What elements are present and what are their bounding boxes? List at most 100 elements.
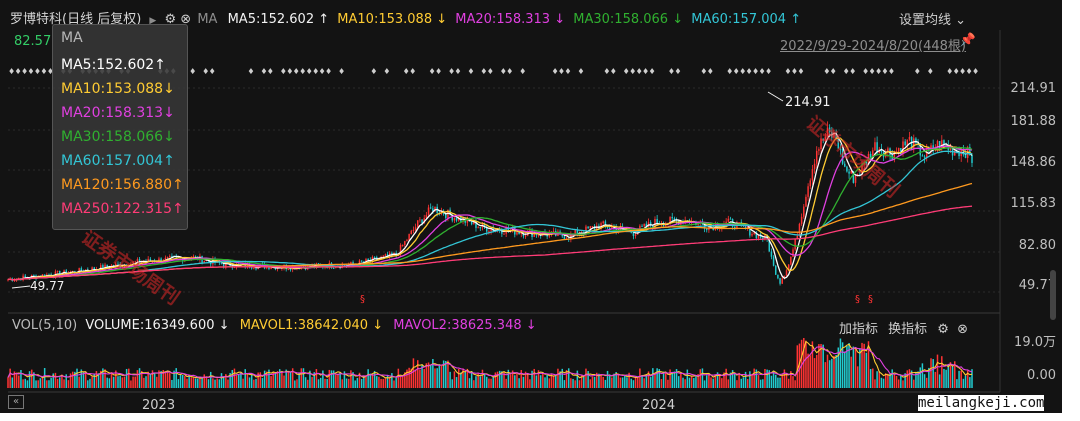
candle-body: [869, 153, 872, 159]
ma10-line: [7, 137, 973, 281]
candle-body: [352, 262, 354, 265]
volume-bar: [259, 372, 262, 388]
close-icon[interactable]: ⊗: [180, 12, 192, 27]
event-marker: ♦: [862, 67, 869, 76]
volume-bar: [841, 342, 844, 388]
volume-bar: [447, 360, 449, 388]
candle-body: [533, 232, 535, 237]
volume-bar: [205, 376, 208, 388]
popup-ma-row: MA120:156.880↑: [61, 177, 184, 193]
vertical-scrollbar[interactable]: [1050, 270, 1056, 320]
candle-body: [953, 150, 956, 156]
candle-body: [93, 267, 96, 270]
volume-bar: [421, 365, 423, 388]
volume-bar: [74, 371, 76, 388]
volume-bar: [496, 371, 499, 388]
volume-bar: [227, 379, 229, 388]
candle-body: [902, 141, 904, 155]
volume-bar: [641, 374, 643, 388]
date-range[interactable]: 2022/9/29-2024/8/20(448根): [780, 39, 966, 54]
event-marker: ♦: [674, 67, 681, 76]
candle-body: [803, 206, 805, 217]
volume-bar: [69, 373, 72, 388]
candle-body: [421, 219, 423, 224]
volume-bar: [516, 373, 518, 388]
candle-body: [880, 149, 883, 152]
close-icon[interactable]: ⊗: [957, 322, 968, 337]
event-marker: ♦: [40, 67, 47, 76]
candle-body: [386, 254, 389, 257]
gear-icon[interactable]: ⚙: [937, 322, 949, 337]
volume-bar: [798, 343, 801, 388]
volume-bar: [658, 369, 661, 388]
volume-bar: [930, 358, 932, 388]
candle-body: [507, 228, 510, 231]
volume-bar: [734, 372, 736, 388]
candle-body: [108, 266, 111, 268]
volume-bar: [822, 344, 824, 388]
candle-body: [859, 174, 861, 176]
volume-bar: [839, 338, 842, 388]
volume-bar: [826, 354, 829, 388]
candle-body: [772, 256, 775, 266]
candle-body: [24, 275, 27, 277]
event-marker: ♦: [914, 67, 921, 76]
volume-bar: [337, 373, 339, 388]
candle-body: [503, 233, 505, 235]
ma5-arrow: ↑: [318, 12, 330, 27]
scroll-left-icon[interactable]: «: [8, 395, 24, 409]
volume-bar: [483, 373, 486, 388]
volume-bar: [863, 343, 865, 388]
volume-bar: [386, 375, 389, 388]
volume-bar: [332, 370, 335, 388]
volume-bar: [363, 376, 365, 388]
set-ma-button[interactable]: 设置均线 ⌄: [899, 9, 966, 28]
vol-indicator-name[interactable]: VOL(5,10): [12, 318, 78, 333]
event-marker: ♦: [733, 67, 740, 76]
settings-gear-icon[interactable]: ⚙: [164, 12, 177, 27]
volume-bar: [194, 378, 197, 388]
price-axis-label: 181.88: [1010, 114, 1057, 129]
switch-indicator-button[interactable]: 换指标: [888, 322, 928, 337]
volume-bar: [701, 368, 704, 388]
volume-bar: [272, 372, 275, 388]
volume-bar: [662, 371, 665, 388]
volume-bar: [943, 368, 945, 388]
volume-bar: [671, 372, 673, 388]
volume-bar: [807, 353, 809, 388]
volume-bar: [13, 371, 16, 388]
volume-bar: [675, 369, 678, 388]
volume-bar: [184, 375, 186, 388]
volume-bar: [803, 338, 805, 388]
volume-bar: [831, 358, 833, 388]
volume-bar: [46, 380, 48, 388]
candle-body: [783, 275, 786, 279]
stock-title[interactable]: 罗博特科(日线 后复权): [10, 12, 142, 27]
event-marker: ♦: [953, 67, 960, 76]
volume-bar: [511, 370, 514, 388]
volume-bar: [669, 369, 671, 388]
volume-bar: [591, 376, 594, 388]
volume-bar: [654, 374, 656, 388]
candle-body: [652, 225, 654, 228]
volume-bar: [112, 376, 115, 388]
volume-bar: [347, 378, 350, 388]
candle-body: [445, 214, 447, 218]
candle-body: [887, 148, 889, 152]
volume-bar: [539, 375, 542, 388]
candle-body: [76, 272, 78, 274]
volume-bar: [904, 373, 906, 388]
volume-bar: [673, 371, 676, 388]
volume-bar: [522, 376, 525, 388]
volume-bar: [136, 370, 139, 388]
volume-bar: [268, 369, 270, 388]
event-marker: ♦: [383, 67, 390, 76]
add-indicator-button[interactable]: 加指标: [838, 322, 878, 337]
play-icon[interactable]: ▶: [149, 16, 157, 26]
volume-bar: [660, 379, 663, 388]
candle-body: [854, 175, 857, 183]
candle-body: [669, 216, 671, 223]
volume-bar: [188, 375, 190, 388]
candle-body: [488, 231, 490, 233]
event-marker: ♦: [370, 67, 377, 76]
